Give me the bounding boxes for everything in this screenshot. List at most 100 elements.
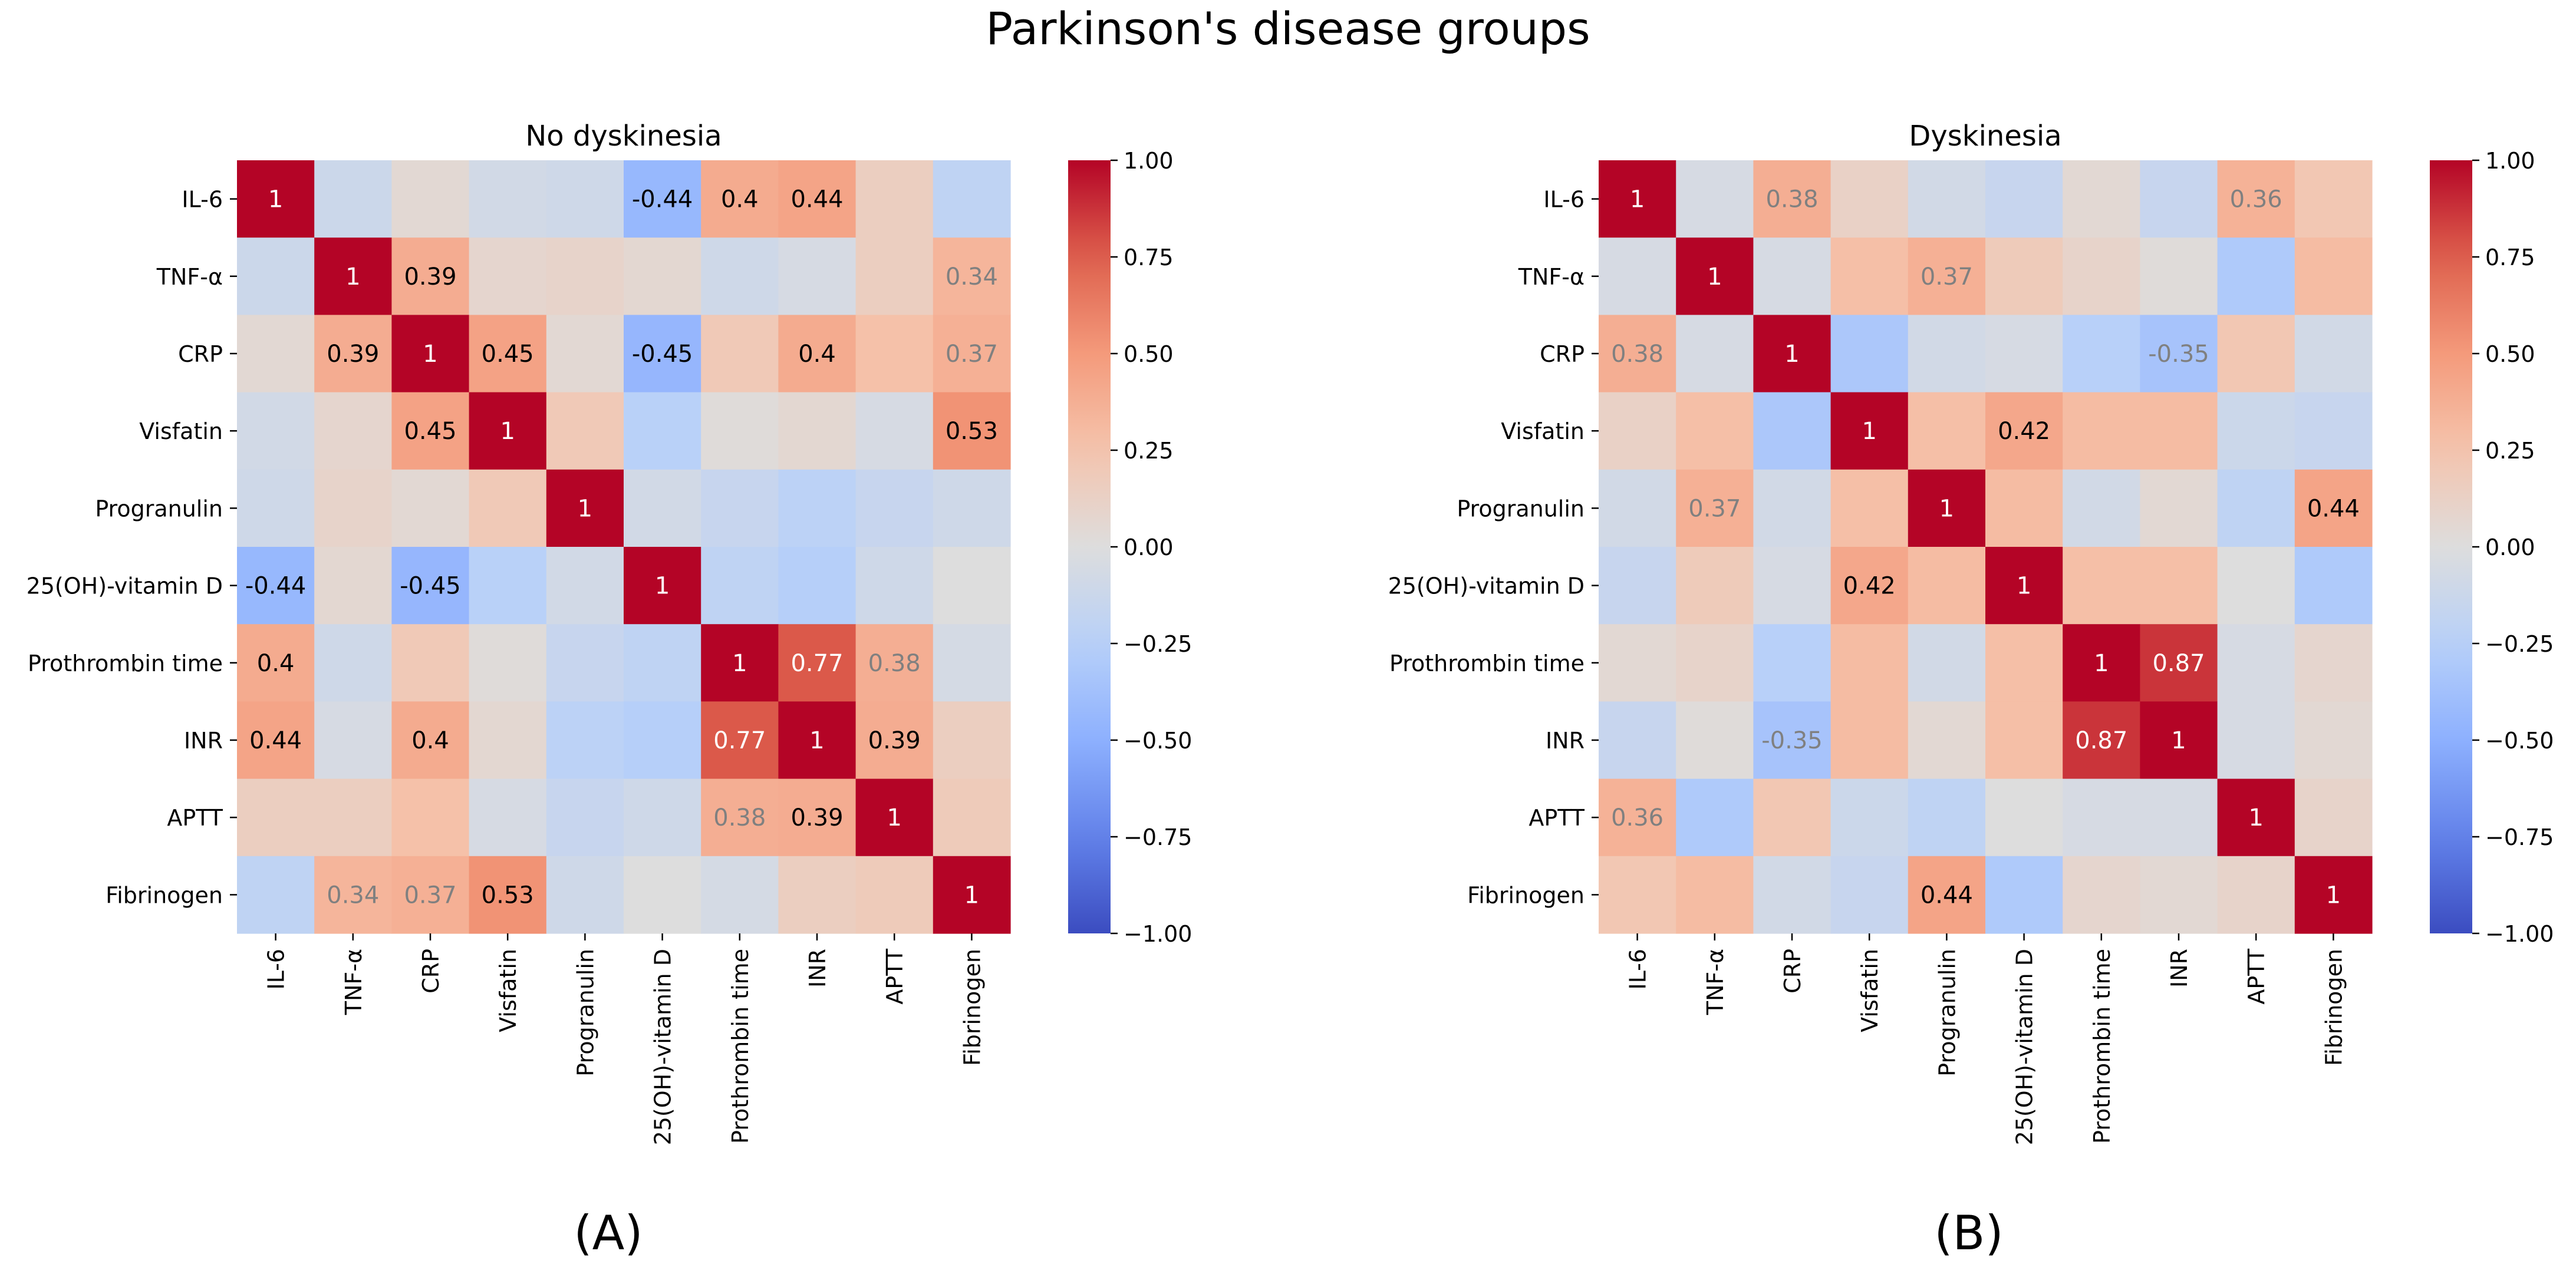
heatmap-cell-progranulin-inr bbox=[778, 469, 857, 547]
heatmap-title: No dyskinesia bbox=[525, 120, 722, 153]
heatmap-cell-fibrinogen-visfatin bbox=[1830, 856, 1909, 934]
heatmap-cell-prothrombin-time-25-oh-vitamin-d bbox=[624, 624, 701, 702]
heatmap-cell-25-oh-vitamin-d-inr bbox=[778, 547, 857, 625]
heatmap-cell-25-oh-vitamin-d-inr bbox=[2140, 547, 2218, 625]
heatmap-cell-prothrombin-time-il-6 bbox=[1599, 624, 1676, 702]
heatmap-cell-aptt-fibrinogen bbox=[933, 778, 1011, 857]
cell-annotation: 1 bbox=[655, 573, 670, 600]
cell-annotation: 0.4 bbox=[721, 186, 759, 213]
heatmap-cell-prothrombin-time-inr bbox=[2140, 624, 2218, 702]
y-tick-label: Progranulin bbox=[95, 496, 223, 522]
heatmap-cell-visfatin-fibrinogen bbox=[933, 392, 1011, 470]
heatmap-cell-il-6-visfatin bbox=[469, 160, 547, 238]
heatmap-cell-tnf-inr bbox=[2140, 237, 2218, 315]
cell-annotation: 0.38 bbox=[1765, 186, 1818, 213]
heatmap-cell-visfatin-visfatin bbox=[1830, 392, 1909, 470]
colorbar-tick-label: 1.00 bbox=[1124, 148, 1174, 174]
cell-annotation: -0.35 bbox=[2148, 341, 2209, 368]
cell-annotation: 1 bbox=[887, 804, 901, 831]
heatmap-cell-fibrinogen-progranulin bbox=[546, 856, 624, 934]
heatmap-cell-tnf-aptt bbox=[855, 237, 934, 315]
heatmap-cell-prothrombin-time-progranulin bbox=[546, 624, 624, 702]
heatmap-cell-progranulin-fibrinogen bbox=[933, 469, 1011, 547]
heatmap-cell-prothrombin-time-prothrombin-time bbox=[701, 624, 779, 702]
cell-annotation: 0.38 bbox=[868, 650, 921, 677]
cell-annotation: 0.39 bbox=[868, 727, 921, 754]
x-tick-label: INR bbox=[805, 949, 831, 988]
cell-annotation: 0.39 bbox=[404, 263, 456, 291]
heatmap-cell-progranulin-fibrinogen bbox=[2294, 469, 2373, 547]
colorbar-tick-label: −1.00 bbox=[2485, 921, 2554, 947]
heatmap-cell-tnf-visfatin bbox=[469, 237, 547, 315]
heatmap-cell-prothrombin-time-fibrinogen bbox=[933, 624, 1011, 702]
heatmap-cell-il-6-aptt bbox=[2217, 160, 2295, 238]
cell-annotation: 0.39 bbox=[327, 341, 379, 368]
heatmap-cell-inr-fibrinogen bbox=[933, 701, 1011, 780]
heatmap-cell-inr-visfatin bbox=[469, 701, 547, 780]
cell-annotation: 0.45 bbox=[404, 418, 456, 445]
heatmap-cell-prothrombin-time-progranulin bbox=[1908, 624, 1986, 702]
heatmap-cell-inr-tnf bbox=[1676, 701, 1754, 780]
heatmap-cell-inr-il-6 bbox=[1599, 701, 1676, 780]
heatmap-cell-progranulin-aptt bbox=[2217, 469, 2295, 547]
colorbar-tick-label: 0.75 bbox=[2485, 245, 2535, 270]
colorbar-tick-label: −1.00 bbox=[1124, 921, 1192, 947]
heatmap-cell-tnf-25-oh-vitamin-d bbox=[1985, 237, 2063, 315]
heatmap-cell-25-oh-vitamin-d-aptt bbox=[2217, 547, 2295, 625]
heatmap-cell-crp-prothrombin-time bbox=[701, 315, 779, 393]
heatmap-cell-inr-aptt bbox=[855, 701, 934, 780]
heatmap-cell-25-oh-vitamin-d-tnf bbox=[314, 547, 392, 625]
x-tick-label: Fibrinogen bbox=[2321, 949, 2347, 1066]
heatmap-cell-inr-crp bbox=[1753, 701, 1831, 780]
heatmap-cell-25-oh-vitamin-d-il-6 bbox=[1599, 547, 1676, 625]
cell-annotation: -0.44 bbox=[632, 186, 693, 213]
heatmap-cell-crp-aptt bbox=[855, 315, 934, 393]
cell-annotation: -0.35 bbox=[1761, 727, 1823, 754]
heatmap-cell-fibrinogen-tnf bbox=[1676, 856, 1754, 934]
y-tick-label: TNF-α bbox=[1518, 264, 1585, 290]
heatmap-cell-visfatin-prothrombin-time bbox=[2063, 392, 2140, 470]
colorbar-tick-label: −0.75 bbox=[1124, 824, 1192, 850]
heatmap-cell-inr-inr bbox=[778, 701, 857, 780]
cell-annotation: 0.37 bbox=[946, 341, 998, 368]
colorbar-tick-label: 0.75 bbox=[1124, 245, 1174, 270]
heatmap-cell-tnf-tnf bbox=[1676, 237, 1754, 315]
heatmap-cell-25-oh-vitamin-d-crp bbox=[1753, 547, 1831, 625]
heatmap-cell-25-oh-vitamin-d-visfatin bbox=[469, 547, 547, 625]
heatmap-cell-progranulin-prothrombin-time bbox=[2063, 469, 2140, 547]
heatmap-cell-aptt-aptt bbox=[2217, 778, 2295, 857]
cell-annotation: 0.38 bbox=[713, 804, 766, 831]
heatmap-cell-crp-inr bbox=[778, 315, 857, 393]
heatmap-cell-aptt-aptt bbox=[855, 778, 934, 857]
heatmap-cell-inr-25-oh-vitamin-d bbox=[624, 701, 701, 780]
heatmap-cell-visfatin-tnf bbox=[314, 392, 392, 470]
cell-annotation: 0.42 bbox=[1998, 418, 2050, 445]
cell-annotation: 0.39 bbox=[790, 804, 843, 831]
cell-annotation: 1 bbox=[578, 495, 592, 522]
heatmap-cell-fibrinogen-il-6 bbox=[237, 856, 315, 934]
cell-annotation: 0.4 bbox=[411, 727, 449, 754]
heatmap-cell-aptt-fibrinogen bbox=[2294, 778, 2373, 857]
heatmap-cell-25-oh-vitamin-d-progranulin bbox=[1908, 547, 1986, 625]
x-tick-label: IL-6 bbox=[1625, 949, 1651, 990]
heatmap-cell-visfatin-crp bbox=[391, 392, 470, 470]
heatmap-cell-crp-il-6 bbox=[237, 315, 315, 393]
y-tick-label: Fibrinogen bbox=[106, 882, 223, 908]
heatmap-cell-crp-fibrinogen bbox=[933, 315, 1011, 393]
colorbar-tick-label: −0.25 bbox=[1124, 631, 1192, 657]
cell-annotation: 0.37 bbox=[1688, 495, 1741, 522]
heatmap-cell-aptt-inr bbox=[2140, 778, 2218, 857]
heatmap-cell-fibrinogen-progranulin bbox=[1908, 856, 1986, 934]
heatmap-cell-prothrombin-time-crp bbox=[1753, 624, 1831, 702]
cell-annotation: 0.44 bbox=[249, 727, 302, 754]
heatmap-cell-crp-25-oh-vitamin-d bbox=[1985, 315, 2063, 393]
y-tick-label: INR bbox=[184, 728, 223, 754]
heatmap-cell-crp-prothrombin-time bbox=[2063, 315, 2140, 393]
heatmap-cell-fibrinogen-fibrinogen bbox=[933, 856, 1011, 934]
heatmap-cell-inr-progranulin bbox=[1908, 701, 1986, 780]
heatmap-cell-25-oh-vitamin-d-fibrinogen bbox=[933, 547, 1011, 625]
heatmap-cell-crp-25-oh-vitamin-d bbox=[624, 315, 701, 393]
y-tick-label: Progranulin bbox=[1457, 496, 1585, 522]
heatmap-cell-il-6-inr bbox=[2140, 160, 2218, 238]
heatmap-cell-fibrinogen-inr bbox=[2140, 856, 2218, 934]
